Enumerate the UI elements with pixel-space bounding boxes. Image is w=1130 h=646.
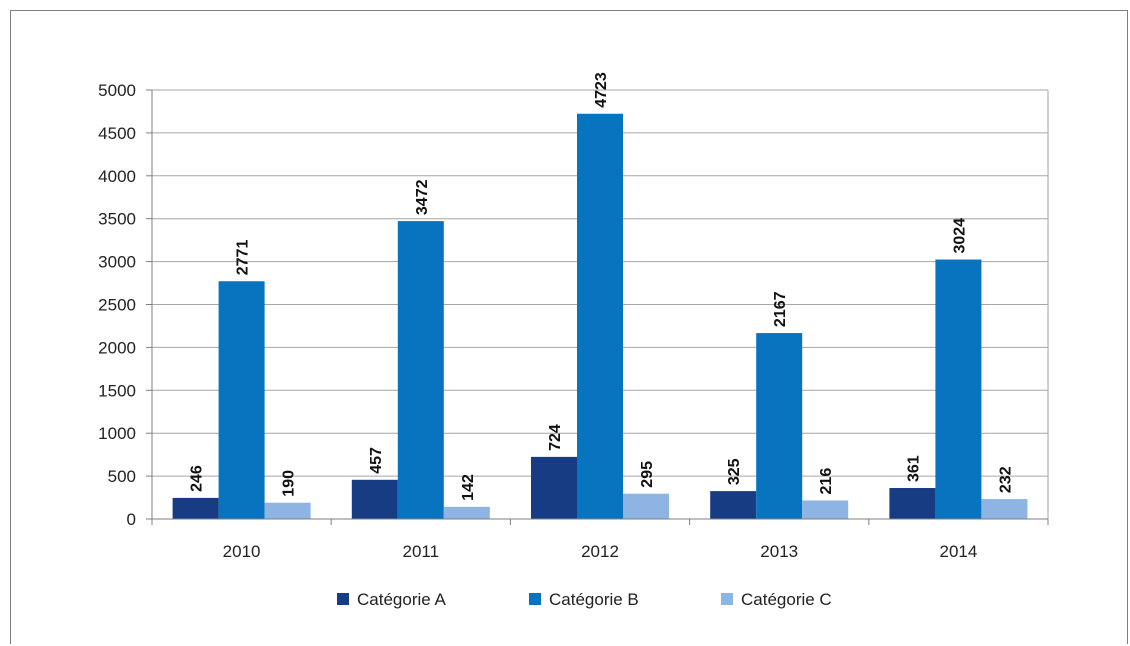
x-tick-label: 2013	[760, 542, 798, 561]
data-label: 2167	[772, 291, 789, 327]
y-tick-label: 2500	[98, 296, 136, 315]
bar	[802, 500, 849, 519]
bar	[623, 493, 669, 519]
data-label: 232	[997, 466, 1014, 493]
data-label: 216	[818, 468, 835, 495]
data-label: 295	[639, 461, 656, 488]
data-label: 457	[368, 447, 385, 474]
data-labels: 246 2771 190 457 3472 142 724 4723 295 325 2167 216…	[189, 72, 1015, 501]
legend-swatch	[529, 593, 541, 605]
y-tick-label: 5000	[98, 81, 136, 100]
legend-item: Catégorie B	[529, 590, 639, 609]
y-tick-label: 3000	[98, 253, 136, 272]
y-tick-label: 500	[108, 467, 136, 486]
y-tick-label: 4500	[98, 124, 136, 143]
data-label: 190	[281, 470, 298, 497]
bar	[710, 491, 757, 519]
data-label: 246	[189, 465, 206, 492]
legend-item: Catégorie A	[337, 590, 446, 609]
bar	[264, 502, 311, 519]
y-tick-label: 3500	[98, 210, 136, 229]
data-label: 142	[460, 474, 477, 501]
chart-frame	[10, 10, 1128, 644]
data-label: 3024	[951, 218, 968, 254]
x-tick-label: 2014	[939, 542, 977, 561]
bar	[351, 479, 398, 519]
data-label: 325	[726, 458, 743, 485]
x-tick-label: 2010	[223, 542, 261, 561]
bar	[531, 456, 577, 519]
data-label: 724	[547, 424, 564, 451]
y-tick-label: 4000	[98, 167, 136, 186]
y-tick-label: 1000	[98, 424, 136, 443]
bar	[397, 221, 444, 519]
y-tick-label: 1500	[98, 381, 136, 400]
bar	[756, 333, 803, 519]
legend-swatch	[721, 593, 733, 605]
x-tick-label: 2012	[581, 542, 619, 561]
data-label: 3472	[414, 179, 431, 215]
bar	[577, 113, 623, 519]
bar	[981, 499, 1028, 519]
data-label: 2771	[235, 240, 252, 276]
y-tick-label: 0	[127, 510, 136, 529]
legend-swatch	[337, 593, 349, 605]
bars	[172, 113, 1028, 519]
legend-label: Catégorie A	[357, 590, 446, 609]
bar	[218, 281, 265, 519]
bar	[443, 506, 490, 519]
axes	[146, 89, 1049, 525]
legend: Catégorie A Catégorie B Catégorie C	[337, 590, 832, 609]
y-tick-label: 2000	[98, 338, 136, 357]
legend-item: Catégorie C	[721, 590, 832, 609]
x-axis-tick-labels: 2010 2011 2012 2013 2014	[223, 542, 978, 561]
data-label: 361	[905, 455, 922, 482]
bar	[889, 488, 936, 519]
legend-label: Catégorie C	[741, 590, 832, 609]
bar	[172, 497, 219, 519]
legend-label: Catégorie B	[549, 590, 639, 609]
y-axis-tick-labels: 0 500 1000 1500 2000 2500 3000 3500 4000 4500 5000	[98, 81, 136, 529]
data-label: 4723	[593, 72, 610, 108]
bar	[935, 259, 982, 519]
x-tick-label: 2011	[403, 542, 440, 561]
